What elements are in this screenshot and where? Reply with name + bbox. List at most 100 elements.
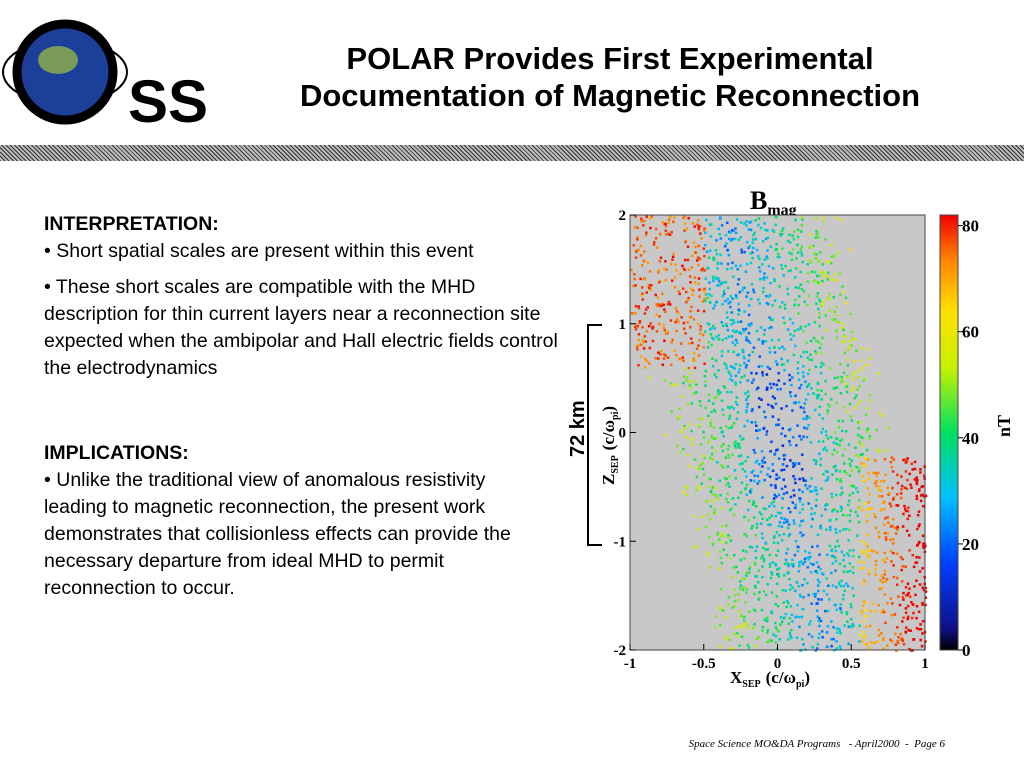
- field-dot: [731, 297, 734, 300]
- field-dot: [734, 264, 738, 267]
- field-dot: [785, 599, 789, 603]
- field-dot: [774, 621, 777, 625]
- field-dot: [732, 321, 736, 324]
- field-dot: [840, 375, 843, 379]
- field-dot: [812, 244, 815, 247]
- field-dot: [785, 520, 789, 524]
- field-dot: [802, 365, 805, 368]
- field-dot: [896, 639, 899, 643]
- field-dot: [802, 479, 806, 482]
- field-dot: [820, 487, 823, 490]
- field-dot: [726, 448, 730, 451]
- field-dot: [648, 270, 652, 273]
- field-dot: [750, 322, 753, 325]
- field-dot: [746, 419, 749, 423]
- field-dot: [883, 569, 887, 573]
- field-dot: [711, 541, 715, 544]
- field-dot: [853, 406, 856, 410]
- field-dot: [727, 596, 730, 599]
- field-dot: [790, 563, 793, 566]
- field-dot: [696, 223, 699, 227]
- field-dot: [853, 338, 856, 341]
- field-dot: [763, 618, 766, 622]
- field-dot: [664, 433, 667, 437]
- field-dot: [866, 407, 869, 410]
- field-dot: [765, 301, 769, 305]
- field-dot: [689, 287, 693, 290]
- field-dot: [810, 545, 814, 549]
- field-dot: [775, 582, 779, 586]
- field-dot: [784, 264, 787, 268]
- field-dot: [765, 294, 768, 298]
- field-dot: [841, 285, 844, 288]
- field-dot: [733, 367, 736, 370]
- field-dot: [692, 318, 696, 321]
- field-dot: [748, 610, 751, 613]
- field-dot: [767, 264, 771, 268]
- field-dot: [729, 231, 732, 235]
- field-dot: [734, 231, 738, 235]
- field-dot: [755, 372, 758, 375]
- field-dot: [868, 393, 872, 397]
- field-dot: [835, 437, 838, 440]
- field-dot: [710, 419, 713, 422]
- field-dot: [724, 456, 728, 459]
- field-dot: [889, 549, 893, 553]
- field-dot: [683, 368, 686, 371]
- field-dot: [916, 527, 919, 531]
- field-dot: [717, 538, 721, 541]
- x-tick-label: -1: [624, 656, 637, 672]
- field-dot: [783, 347, 786, 351]
- field-dot: [788, 577, 791, 581]
- field-dot: [768, 475, 772, 478]
- field-dot: [704, 299, 707, 303]
- field-dot: [750, 421, 754, 424]
- field-dot: [878, 495, 881, 498]
- field-dot: [818, 324, 821, 328]
- field-dot: [751, 256, 754, 260]
- field-dot: [802, 350, 805, 354]
- field-dot: [727, 482, 730, 485]
- field-dot: [742, 557, 746, 560]
- field-dot: [809, 620, 812, 623]
- x-tick-label: -0.5: [692, 656, 716, 672]
- field-dot: [745, 262, 749, 266]
- field-dot: [896, 528, 899, 531]
- field-dot: [851, 484, 855, 488]
- field-dot: [807, 632, 811, 636]
- field-dot: [762, 456, 766, 460]
- field-dot: [848, 569, 852, 573]
- field-dot: [854, 454, 858, 457]
- field-dot: [764, 507, 767, 511]
- field-dot: [701, 515, 704, 519]
- field-dot: [877, 371, 880, 375]
- field-dot: [886, 516, 889, 519]
- field-dot: [789, 459, 792, 462]
- field-dot: [842, 558, 845, 562]
- field-dot: [792, 334, 796, 338]
- field-dot: [757, 338, 761, 341]
- field-dot: [674, 263, 677, 266]
- field-dot: [889, 597, 893, 600]
- field-dot: [747, 228, 750, 231]
- field-dot: [845, 390, 849, 394]
- field-dot: [729, 647, 732, 650]
- field-dot: [783, 382, 786, 385]
- field-dot: [901, 557, 904, 561]
- field-dot: [801, 508, 804, 511]
- field-dot: [882, 576, 885, 580]
- field-dot: [811, 645, 815, 649]
- field-dot: [770, 573, 774, 576]
- field-dot: [731, 341, 735, 344]
- field-dot: [646, 306, 650, 309]
- field-dot: [843, 462, 846, 465]
- field-dot: [724, 364, 728, 367]
- field-dot: [816, 236, 820, 239]
- field-dot: [768, 367, 772, 371]
- field-dot: [792, 474, 795, 478]
- field-dot: [810, 507, 813, 510]
- field-dot: [857, 370, 861, 373]
- field-dot: [863, 579, 866, 583]
- field-dot: [847, 625, 851, 628]
- field-dot: [774, 641, 778, 644]
